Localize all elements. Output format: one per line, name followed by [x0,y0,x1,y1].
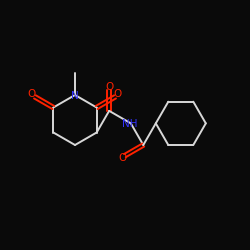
Text: NH: NH [122,119,138,129]
Text: N: N [71,91,79,101]
Text: O: O [105,82,113,92]
Text: O: O [119,152,127,162]
Text: O: O [113,89,121,99]
Text: O: O [28,89,36,99]
